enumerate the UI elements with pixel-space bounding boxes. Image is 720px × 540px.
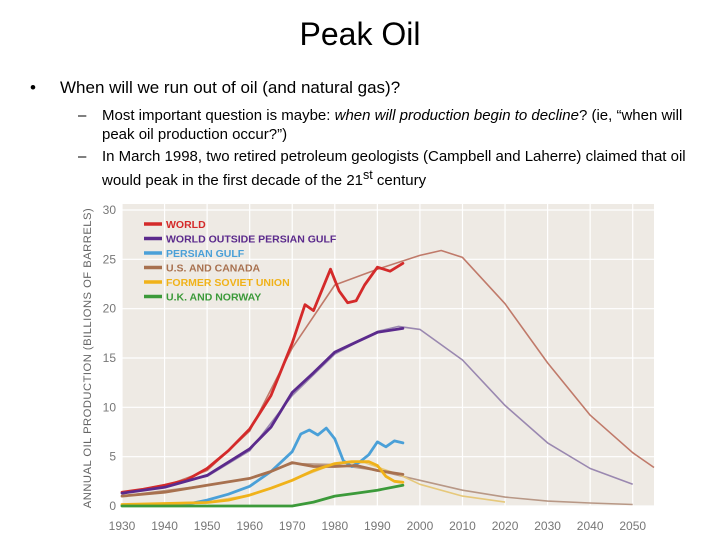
y-tick-label: 0 [109, 499, 116, 513]
legend-label: WORLD OUTSIDE PERSIAN GULF [166, 234, 337, 246]
y-tick-label: 5 [109, 450, 116, 464]
x-tick-label: 2000 [407, 519, 434, 532]
bullet-main: • When will we run out of oil (and natur… [30, 78, 700, 98]
projection-line [121, 325, 633, 494]
x-tick-label: 2010 [449, 519, 476, 532]
x-tick-label: 1930 [109, 519, 136, 532]
dash-icon: – [78, 148, 87, 165]
x-tick-label: 1990 [364, 519, 391, 532]
sub-bullet-2-text: In March 1998, two retired petroleum geo… [102, 148, 686, 189]
y-tick-label: 15 [103, 351, 117, 365]
legend-label: U.S. AND CANADA [166, 263, 261, 275]
legend-label: WORLD [166, 219, 206, 231]
bullet-list: • When will we run out of oil (and natur… [30, 78, 700, 190]
bullet-main-text: When will we run out of oil (and natural… [60, 78, 401, 97]
legend-label: PERSIAN GULF [166, 248, 245, 260]
x-tick-label: 2040 [577, 519, 604, 532]
sub-bullet-1: – Most important question is maybe: when… [30, 106, 700, 144]
x-tick-label: 1950 [194, 519, 221, 532]
x-tick-label: 1940 [151, 519, 178, 532]
sub-bullet-2-sup: st [363, 168, 373, 182]
x-tick-label: 1970 [279, 519, 306, 532]
dash-icon: – [78, 107, 87, 124]
series-line [120, 460, 405, 506]
series-line [120, 327, 405, 495]
oil-production-chart: 0 5 10 15 20 25 30 1930 1940 1950 1960 1970 1980 1990… [78, 196, 660, 532]
y-axis-label: ANNUAL OIL PRODUCTION (BILLIONS OF BARRE… [82, 208, 94, 508]
sub-bullet-2: – In March 1998, two retired petroleum g… [30, 147, 700, 190]
series-line [120, 483, 405, 508]
series-line [120, 461, 405, 498]
x-tick-label: 2020 [492, 519, 519, 532]
x-tick-label: 2050 [619, 519, 646, 532]
sub-bullet-2-end: century [372, 172, 427, 189]
x-tick-label: 2030 [534, 519, 561, 532]
slide-title: Peak Oil [299, 16, 421, 52]
sub-bullet-1-italic: when will production begin to decline [334, 107, 579, 124]
y-tick-label: 20 [103, 302, 117, 316]
legend-label: U.K. AND NORWAY [166, 292, 261, 304]
series-line [120, 426, 405, 507]
y-tick-label: 25 [103, 252, 117, 266]
y-tick-label: 30 [103, 203, 117, 217]
sub-bullet-1-suffix: ? (ie, “when will peak oil production oc… [102, 107, 683, 143]
y-tick-label: 10 [103, 400, 117, 414]
x-tick-label: 1960 [236, 519, 263, 532]
plot-area [122, 204, 654, 506]
x-tick-label: 1980 [321, 519, 348, 532]
bullet-icon: • [30, 78, 36, 97]
chart-svg: 0 5 10 15 20 25 30 1930 1940 1950 1960 1970 1980 1990… [78, 196, 660, 532]
sub-bullet-1-prefix: Most important question is maybe: [102, 107, 335, 124]
legend-label: FORMER SOVIET UNION [166, 277, 290, 289]
